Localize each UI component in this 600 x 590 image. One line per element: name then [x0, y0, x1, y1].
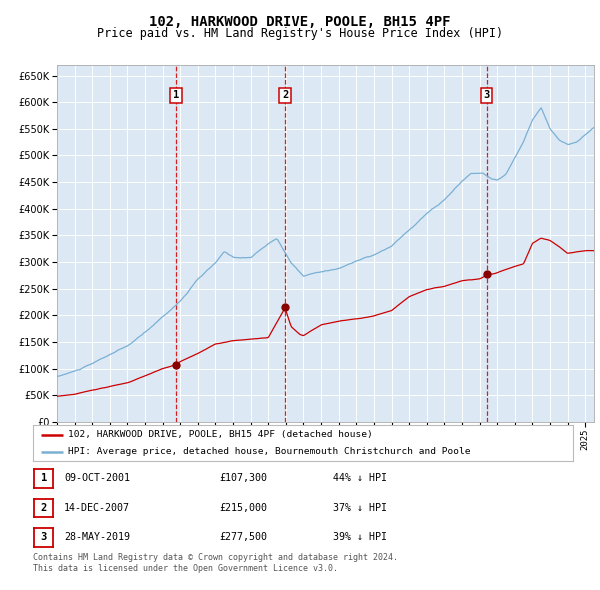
Text: 102, HARKWOOD DRIVE, POOLE, BH15 4PF: 102, HARKWOOD DRIVE, POOLE, BH15 4PF: [149, 15, 451, 29]
Text: £215,000: £215,000: [219, 503, 267, 513]
Text: 2: 2: [41, 503, 47, 513]
Text: 14-DEC-2007: 14-DEC-2007: [64, 503, 130, 513]
Text: 1: 1: [173, 90, 179, 100]
Text: 37% ↓ HPI: 37% ↓ HPI: [333, 503, 387, 513]
Text: Contains HM Land Registry data © Crown copyright and database right 2024.
This d: Contains HM Land Registry data © Crown c…: [33, 553, 398, 573]
Text: 1: 1: [41, 474, 47, 483]
Text: 3: 3: [484, 90, 490, 100]
Text: 39% ↓ HPI: 39% ↓ HPI: [333, 533, 387, 542]
Text: HPI: Average price, detached house, Bournemouth Christchurch and Poole: HPI: Average price, detached house, Bour…: [68, 447, 470, 456]
Text: 3: 3: [41, 533, 47, 542]
Text: 09-OCT-2001: 09-OCT-2001: [64, 474, 130, 483]
Text: 28-MAY-2019: 28-MAY-2019: [64, 533, 130, 542]
Text: £107,300: £107,300: [219, 474, 267, 483]
Text: 44% ↓ HPI: 44% ↓ HPI: [333, 474, 387, 483]
Text: 2: 2: [282, 90, 288, 100]
Text: 102, HARKWOOD DRIVE, POOLE, BH15 4PF (detached house): 102, HARKWOOD DRIVE, POOLE, BH15 4PF (de…: [68, 430, 373, 439]
Text: Price paid vs. HM Land Registry's House Price Index (HPI): Price paid vs. HM Land Registry's House …: [97, 27, 503, 40]
Text: £277,500: £277,500: [219, 533, 267, 542]
